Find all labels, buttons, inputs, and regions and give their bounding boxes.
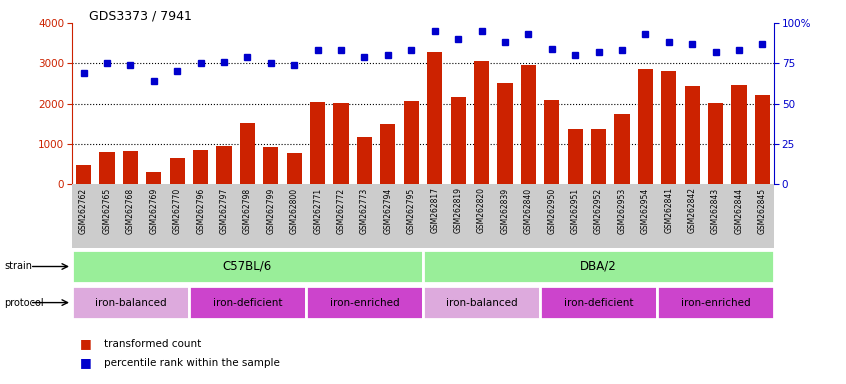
Bar — [732, 85, 746, 184]
Text: GSM262770: GSM262770 — [173, 187, 182, 234]
Text: GSM262798: GSM262798 — [243, 187, 252, 233]
Text: GSM262799: GSM262799 — [266, 187, 275, 234]
Text: GSM262951: GSM262951 — [571, 187, 580, 233]
Text: GSM262795: GSM262795 — [407, 187, 415, 234]
Bar — [568, 129, 583, 184]
Text: GSM262797: GSM262797 — [220, 187, 228, 234]
Bar — [170, 158, 184, 184]
Text: GSM262844: GSM262844 — [734, 187, 744, 233]
Text: GSM262765: GSM262765 — [102, 187, 112, 234]
Bar — [310, 102, 325, 184]
Bar — [123, 151, 138, 184]
Bar — [263, 147, 278, 184]
Bar — [189, 286, 306, 319]
Text: percentile rank within the sample: percentile rank within the sample — [104, 358, 280, 368]
Text: GSM262839: GSM262839 — [501, 187, 509, 233]
Bar — [684, 86, 700, 184]
Bar — [755, 95, 770, 184]
Text: iron-deficient: iron-deficient — [212, 298, 283, 308]
Bar — [193, 150, 208, 184]
Bar — [240, 122, 255, 184]
Bar — [451, 97, 465, 184]
Bar — [497, 83, 513, 184]
Bar — [614, 114, 629, 184]
Text: GSM262954: GSM262954 — [641, 187, 650, 234]
Text: GDS3373 / 7941: GDS3373 / 7941 — [89, 10, 192, 23]
Text: iron-balanced: iron-balanced — [95, 298, 166, 308]
Text: GSM262952: GSM262952 — [594, 187, 603, 233]
Text: ■: ■ — [80, 356, 92, 369]
Text: C57BL/6: C57BL/6 — [222, 260, 272, 273]
Bar — [72, 250, 423, 283]
Bar — [474, 61, 489, 184]
Text: protocol: protocol — [4, 298, 44, 308]
Text: GSM262950: GSM262950 — [547, 187, 556, 234]
Text: GSM262819: GSM262819 — [453, 187, 463, 233]
Text: GSM262773: GSM262773 — [360, 187, 369, 234]
Bar — [423, 250, 774, 283]
Text: strain: strain — [4, 262, 32, 271]
Text: GSM262768: GSM262768 — [126, 187, 135, 233]
Text: GSM262772: GSM262772 — [337, 187, 345, 233]
Bar — [544, 100, 559, 184]
Bar — [638, 69, 653, 184]
Bar — [540, 286, 657, 319]
Bar — [76, 165, 91, 184]
Text: GSM262842: GSM262842 — [688, 187, 696, 233]
Text: GSM262820: GSM262820 — [477, 187, 486, 233]
Bar — [333, 103, 349, 184]
Text: iron-deficient: iron-deficient — [563, 298, 634, 308]
Bar — [72, 286, 189, 319]
Text: iron-balanced: iron-balanced — [446, 298, 517, 308]
Text: ■: ■ — [80, 337, 92, 350]
Bar — [591, 129, 606, 184]
Text: DBA/2: DBA/2 — [580, 260, 617, 273]
Bar — [657, 286, 774, 319]
Text: GSM262843: GSM262843 — [711, 187, 720, 233]
Bar — [287, 153, 302, 184]
Text: GSM262817: GSM262817 — [431, 187, 439, 233]
Text: GSM262796: GSM262796 — [196, 187, 205, 234]
Text: transformed count: transformed count — [104, 339, 201, 349]
Bar — [306, 286, 423, 319]
Bar — [423, 286, 540, 319]
Bar — [217, 146, 232, 184]
Bar — [662, 71, 676, 184]
Text: GSM262800: GSM262800 — [290, 187, 299, 233]
Text: iron-enriched: iron-enriched — [330, 298, 399, 308]
Text: GSM262840: GSM262840 — [524, 187, 533, 233]
Text: GSM262794: GSM262794 — [383, 187, 393, 234]
Bar — [146, 172, 162, 184]
Text: GSM262769: GSM262769 — [150, 187, 158, 234]
Bar — [404, 101, 419, 184]
Text: GSM262762: GSM262762 — [80, 187, 88, 233]
Text: GSM262953: GSM262953 — [618, 187, 626, 234]
Bar — [381, 124, 395, 184]
Bar — [708, 103, 723, 184]
Bar — [521, 65, 536, 184]
Text: iron-enriched: iron-enriched — [681, 298, 750, 308]
Text: GSM262841: GSM262841 — [664, 187, 673, 233]
Bar — [100, 152, 114, 184]
Bar — [357, 137, 372, 184]
Bar — [427, 52, 442, 184]
Text: GSM262845: GSM262845 — [758, 187, 766, 233]
Text: GSM262771: GSM262771 — [313, 187, 322, 233]
